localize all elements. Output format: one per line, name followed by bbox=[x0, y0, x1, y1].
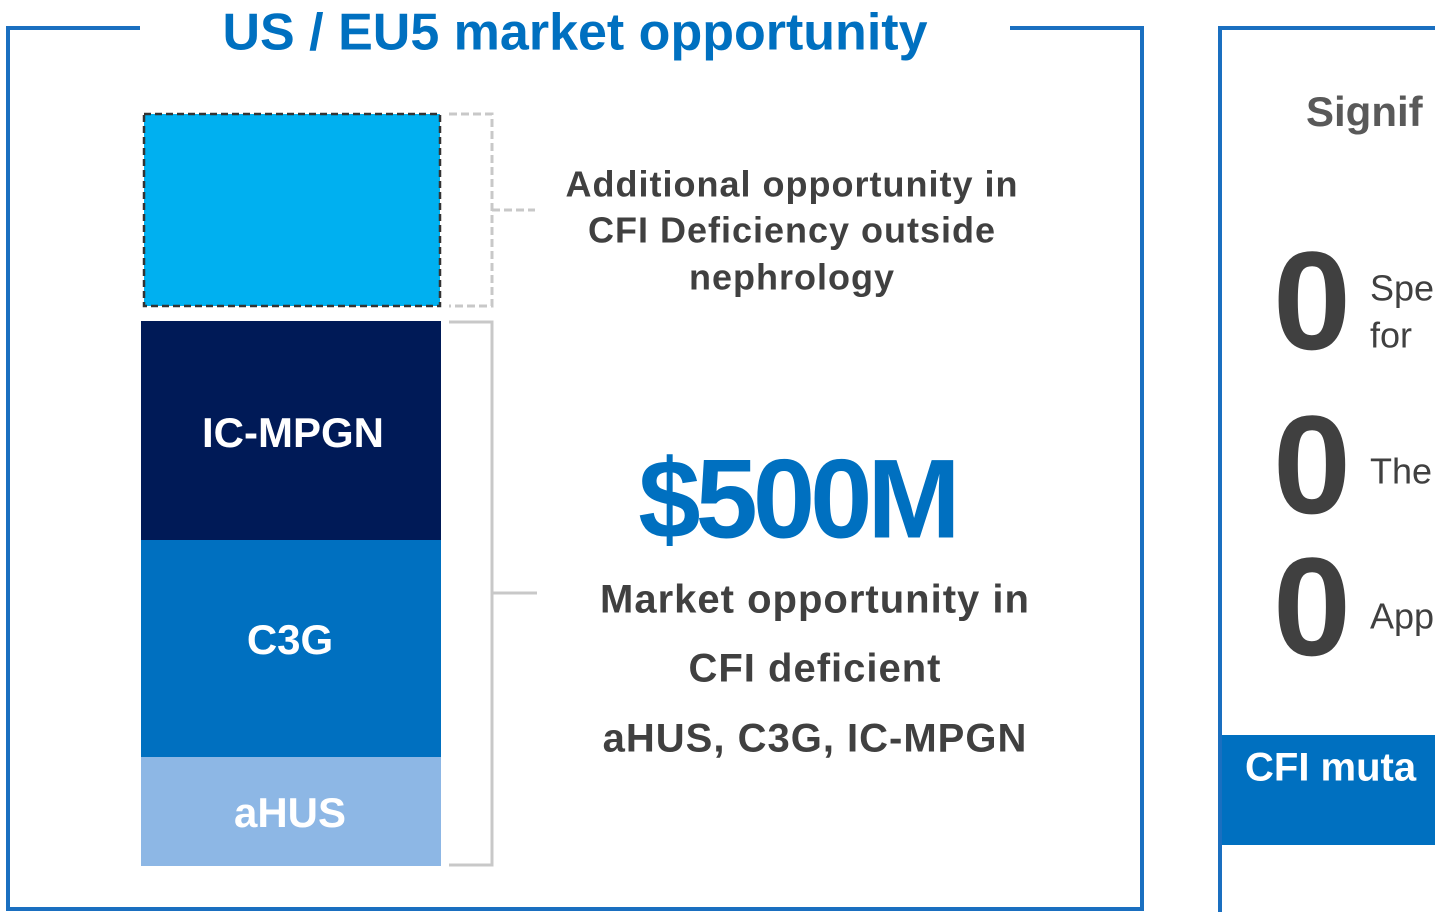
block-label: IC-MPGN bbox=[202, 409, 384, 456]
headline: $500M bbox=[638, 437, 955, 562]
left-title: US / EU5 market opportunity bbox=[223, 4, 928, 62]
banner-text: CFI muta bbox=[1245, 746, 1417, 790]
big-number: 0 bbox=[1273, 386, 1351, 543]
headline-note: Market opportunity in bbox=[600, 578, 1030, 622]
block-label: aHUS bbox=[234, 789, 346, 836]
bracket bbox=[449, 320, 537, 867]
item-text: for bbox=[1370, 315, 1412, 356]
item-text: The bbox=[1370, 451, 1432, 492]
item-text: Spe bbox=[1370, 268, 1434, 309]
big-number: 0 bbox=[1273, 528, 1351, 685]
right-title: Signif bbox=[1306, 88, 1424, 135]
right-frame bbox=[1218, 26, 1435, 912]
item-text: App bbox=[1370, 596, 1434, 637]
note-line: CFI Deficiency outside bbox=[588, 210, 996, 251]
headline-note: CFI deficient bbox=[688, 647, 941, 691]
dashed-bracket bbox=[449, 112, 535, 308]
additional-block bbox=[142, 112, 442, 308]
note-line: nephrology bbox=[689, 257, 895, 298]
stack-block bbox=[141, 757, 441, 866]
left-frame bbox=[6, 26, 1144, 911]
banner bbox=[1222, 735, 1435, 845]
stack-block bbox=[141, 321, 441, 540]
big-number: 0 bbox=[1273, 222, 1351, 379]
headline-note: aHUS, C3G, IC-MPGN bbox=[603, 717, 1028, 761]
block-label: C3G bbox=[247, 616, 333, 663]
note-line: Additional opportunity in bbox=[566, 164, 1019, 205]
stack-block bbox=[141, 540, 441, 757]
